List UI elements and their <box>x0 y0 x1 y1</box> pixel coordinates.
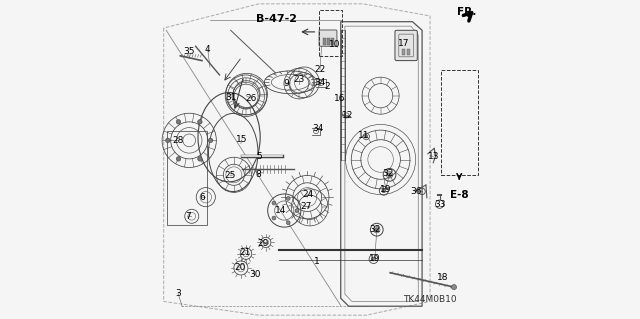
Text: 18: 18 <box>437 273 449 282</box>
Text: 4: 4 <box>205 45 211 54</box>
Circle shape <box>372 257 376 261</box>
Circle shape <box>382 189 386 193</box>
Text: 16: 16 <box>334 94 346 103</box>
Text: 14: 14 <box>275 206 287 215</box>
Text: 9: 9 <box>284 79 289 88</box>
Text: E-8: E-8 <box>450 190 468 200</box>
Circle shape <box>286 197 290 200</box>
Text: 29: 29 <box>257 239 269 248</box>
Text: 7: 7 <box>185 212 191 221</box>
Bar <box>407 49 410 55</box>
Circle shape <box>176 120 180 124</box>
Text: 11: 11 <box>358 131 369 140</box>
Circle shape <box>375 228 379 232</box>
Text: 31: 31 <box>225 93 237 102</box>
Text: 13: 13 <box>428 152 439 161</box>
Circle shape <box>272 201 276 205</box>
Bar <box>403 49 405 55</box>
Text: 19: 19 <box>380 185 391 194</box>
Text: 22: 22 <box>314 65 326 74</box>
Text: TK44M0B10: TK44M0B10 <box>403 295 456 304</box>
Circle shape <box>176 157 180 161</box>
Circle shape <box>272 216 276 220</box>
Text: 12: 12 <box>342 111 353 120</box>
Circle shape <box>209 138 213 143</box>
Circle shape <box>198 120 202 124</box>
Bar <box>440 70 478 175</box>
Text: 19: 19 <box>369 254 381 263</box>
Text: 2: 2 <box>324 82 330 91</box>
Circle shape <box>451 285 456 290</box>
Text: B-47-2: B-47-2 <box>256 14 297 24</box>
Text: 27: 27 <box>300 202 311 211</box>
Text: 20: 20 <box>234 263 245 272</box>
Text: 21: 21 <box>239 248 251 257</box>
Text: 10: 10 <box>328 40 340 48</box>
Text: 34: 34 <box>314 78 326 87</box>
Text: 25: 25 <box>225 171 236 180</box>
Circle shape <box>365 135 368 138</box>
Text: 30: 30 <box>249 270 260 279</box>
Text: 35: 35 <box>183 47 195 56</box>
Text: 36: 36 <box>411 187 422 196</box>
Bar <box>323 38 326 45</box>
Text: 23: 23 <box>294 75 305 84</box>
Circle shape <box>286 221 290 225</box>
Text: 32: 32 <box>382 169 394 178</box>
Text: 28: 28 <box>172 136 184 145</box>
Text: 17: 17 <box>398 39 410 48</box>
Text: 8: 8 <box>255 170 260 179</box>
Bar <box>332 38 334 45</box>
Text: 34: 34 <box>313 124 324 133</box>
Circle shape <box>388 173 392 177</box>
FancyBboxPatch shape <box>319 30 337 46</box>
Text: 1: 1 <box>314 257 320 266</box>
Text: FR.: FR. <box>457 7 476 17</box>
Text: 3: 3 <box>175 289 181 298</box>
Text: 24: 24 <box>302 190 314 199</box>
Text: 33: 33 <box>434 200 445 209</box>
Circle shape <box>166 138 170 143</box>
FancyBboxPatch shape <box>395 30 417 61</box>
Text: 5: 5 <box>257 152 262 161</box>
Circle shape <box>198 157 202 161</box>
Text: 6: 6 <box>199 193 205 202</box>
Text: 32: 32 <box>369 225 381 234</box>
Bar <box>327 38 330 45</box>
Text: 15: 15 <box>236 135 248 144</box>
Circle shape <box>295 209 299 212</box>
Text: 26: 26 <box>246 94 257 103</box>
Bar <box>319 10 342 56</box>
